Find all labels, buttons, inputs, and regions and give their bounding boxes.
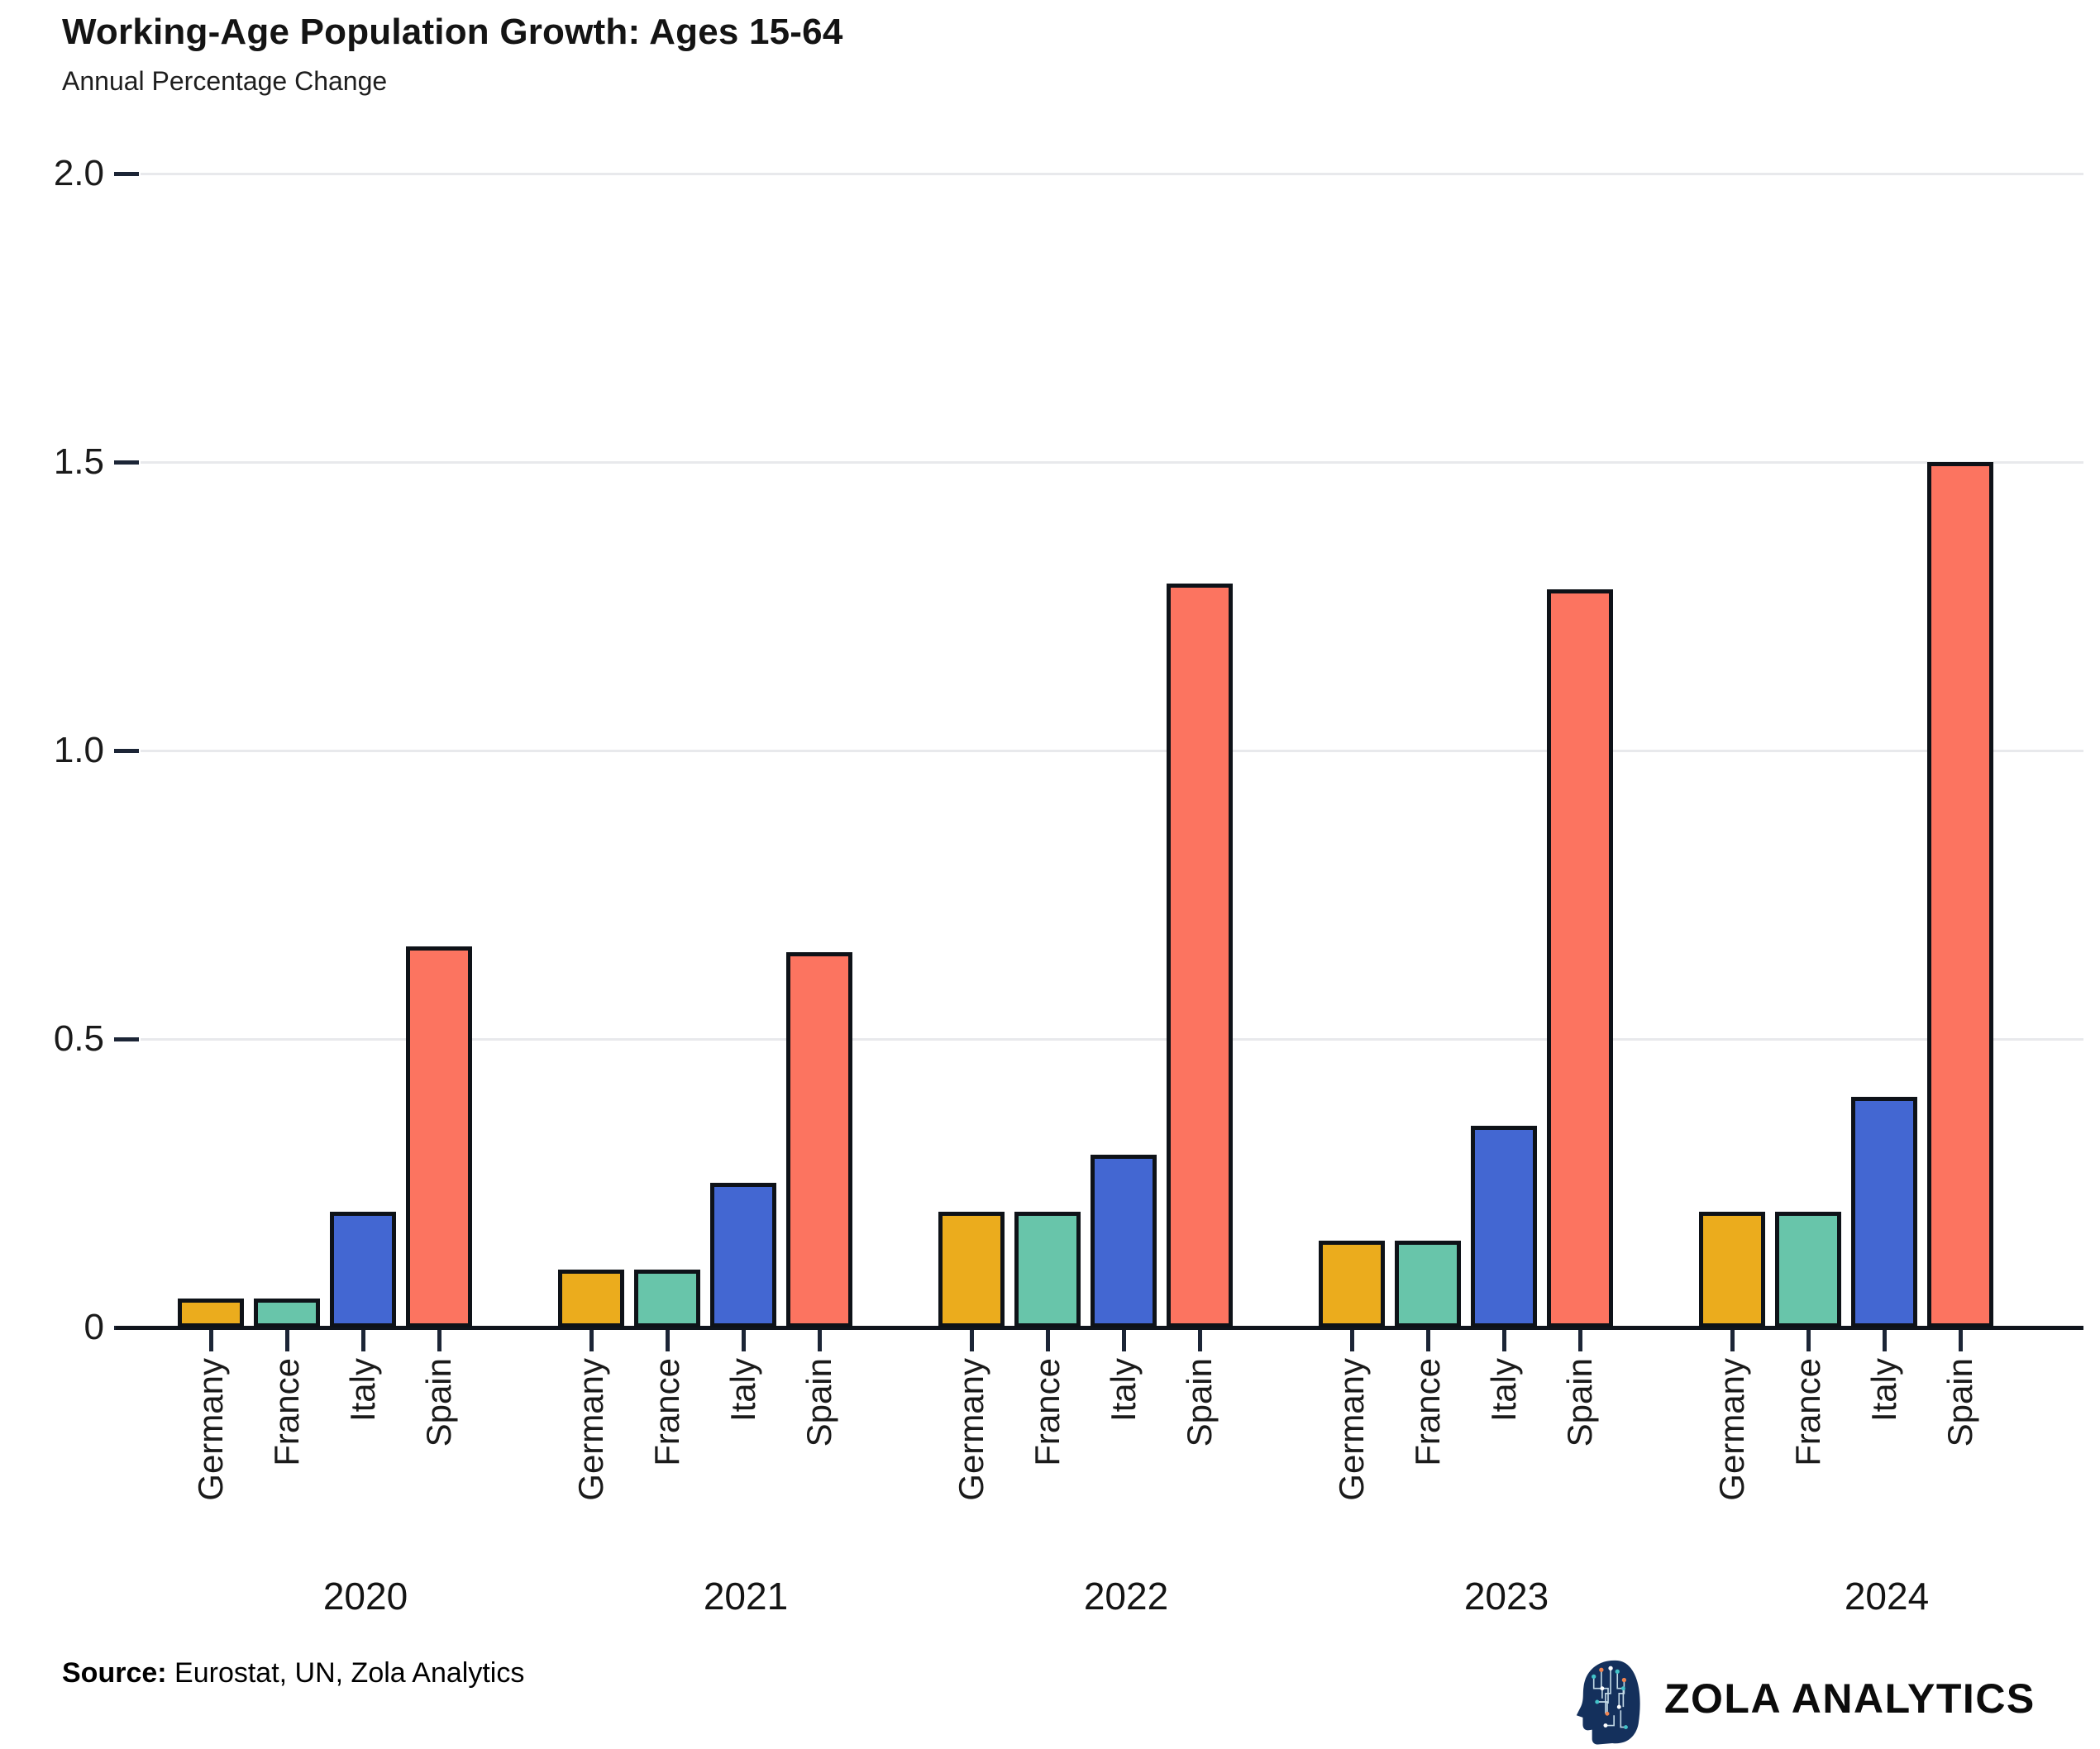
gridline-y-0.5 xyxy=(141,1038,2083,1041)
x-axis-tick xyxy=(437,1330,441,1351)
x-axis-tick xyxy=(360,1330,365,1351)
bar-spain-2024 xyxy=(1927,462,1993,1327)
x-axis-country-label-france-2024: France xyxy=(1788,1358,1827,1466)
x-axis-country-label-italy-2023: Italy xyxy=(1484,1358,1523,1423)
x-axis-country-label-italy-2021: Italy xyxy=(723,1358,762,1423)
x-axis-tick xyxy=(284,1330,289,1351)
x-axis-tick xyxy=(1121,1330,1126,1351)
y-axis-tick-label: 0.5 xyxy=(53,1018,104,1059)
x-axis-year-label-2022: 2022 xyxy=(1083,1575,1169,1618)
x-axis-tick xyxy=(1425,1330,1430,1351)
x-axis-country-label-france-2023: France xyxy=(1408,1358,1447,1466)
bar-france-2020 xyxy=(254,1299,320,1327)
x-axis-tick xyxy=(1045,1330,1050,1351)
x-axis-year-label-2024: 2024 xyxy=(1844,1575,1930,1618)
x-axis-country-label-france-2022: France xyxy=(1028,1358,1067,1466)
x-axis-country-label-france-2021: France xyxy=(647,1358,686,1466)
bar-france-2024 xyxy=(1775,1212,1841,1327)
gridline-y-2.0 xyxy=(141,173,2083,175)
y-axis-tick-label: 1.5 xyxy=(53,441,104,482)
x-axis-country-label-germany-2020: Germany xyxy=(191,1358,230,1501)
x-axis-tick xyxy=(1577,1330,1582,1351)
x-axis-country-label-spain-2020: Spain xyxy=(419,1358,458,1447)
gridline-y-1.0 xyxy=(141,750,2083,752)
bar-spain-2020 xyxy=(406,946,472,1327)
x-axis-country-label-spain-2022: Spain xyxy=(1180,1358,1219,1447)
x-axis-tick xyxy=(1806,1330,1811,1351)
x-axis-tick xyxy=(969,1330,974,1351)
x-axis-country-label-france-2020: France xyxy=(267,1358,306,1466)
y-axis-tick xyxy=(114,172,139,176)
x-axis-tick xyxy=(1882,1330,1887,1351)
bar-germany-2024 xyxy=(1699,1212,1765,1327)
bar-italy-2021 xyxy=(710,1183,776,1327)
x-axis-tick xyxy=(665,1330,670,1351)
x-axis-country-label-germany-2024: Germany xyxy=(1712,1358,1751,1501)
bar-germany-2023 xyxy=(1319,1241,1385,1327)
x-axis-country-label-germany-2023: Germany xyxy=(1332,1358,1371,1501)
x-axis-year-label-2023: 2023 xyxy=(1463,1575,1549,1618)
bar-spain-2023 xyxy=(1547,589,1613,1327)
page-title: Working-Age Population Growth: Ages 15-6… xyxy=(62,12,843,52)
page-subtitle: Annual Percentage Change xyxy=(62,66,388,96)
x-axis-tick xyxy=(1197,1330,1202,1351)
x-axis-country-label-spain-2021: Spain xyxy=(799,1358,838,1447)
bar-germany-2021 xyxy=(558,1270,624,1327)
x-axis-tick xyxy=(741,1330,746,1351)
y-axis-tick xyxy=(114,1037,139,1041)
y-axis-tick-label: 2.0 xyxy=(53,153,104,193)
bar-italy-2020 xyxy=(330,1212,396,1327)
x-axis-tick xyxy=(1958,1330,1963,1351)
x-axis-year-label-2021: 2021 xyxy=(703,1575,789,1618)
x-axis-tick xyxy=(1349,1330,1354,1351)
y-axis-tick xyxy=(114,460,139,465)
source-text: Eurostat, UN, Zola Analytics xyxy=(166,1657,525,1689)
x-axis-tick xyxy=(589,1330,594,1351)
bar-italy-2022 xyxy=(1091,1155,1157,1327)
x-axis-country-label-italy-2020: Italy xyxy=(343,1358,382,1423)
y-axis-tick xyxy=(114,749,139,753)
gridline-y-1.5 xyxy=(141,461,2083,464)
bar-france-2021 xyxy=(634,1270,700,1327)
y-axis-tick-label: 1.0 xyxy=(53,730,104,770)
bar-france-2023 xyxy=(1395,1241,1461,1327)
bar-france-2022 xyxy=(1014,1212,1081,1327)
x-axis-tick xyxy=(1501,1330,1506,1351)
bar-spain-2022 xyxy=(1167,584,1233,1327)
bar-spain-2021 xyxy=(786,952,852,1327)
bar-italy-2024 xyxy=(1851,1097,1917,1327)
x-axis-country-label-italy-2022: Italy xyxy=(1104,1358,1143,1423)
bar-italy-2023 xyxy=(1471,1126,1537,1327)
x-axis-country-label-germany-2021: Germany xyxy=(571,1358,610,1501)
x-axis-line xyxy=(116,1326,2083,1330)
x-axis-country-label-spain-2024: Spain xyxy=(1940,1358,1979,1447)
x-axis-tick xyxy=(1730,1330,1735,1351)
y-axis-tick-label: 0 xyxy=(84,1307,104,1347)
x-axis-tick xyxy=(817,1330,822,1351)
bar-germany-2022 xyxy=(938,1212,1005,1327)
x-axis-tick xyxy=(208,1330,213,1351)
source-label: Source: xyxy=(62,1657,167,1689)
zola-analytics-logo-text: ZOLA ANALYTICS xyxy=(1664,1675,2036,1722)
bar-germany-2020 xyxy=(178,1299,244,1327)
source-note: Source: Eurostat, UN, Zola Analytics xyxy=(62,1657,524,1689)
zola-analytics-logo-icon xyxy=(1573,1658,1641,1749)
x-axis-country-label-spain-2023: Spain xyxy=(1560,1358,1599,1447)
x-axis-year-label-2020: 2020 xyxy=(322,1575,408,1618)
x-axis-country-label-germany-2022: Germany xyxy=(952,1358,990,1501)
x-axis-country-label-italy-2024: Italy xyxy=(1864,1358,1903,1423)
